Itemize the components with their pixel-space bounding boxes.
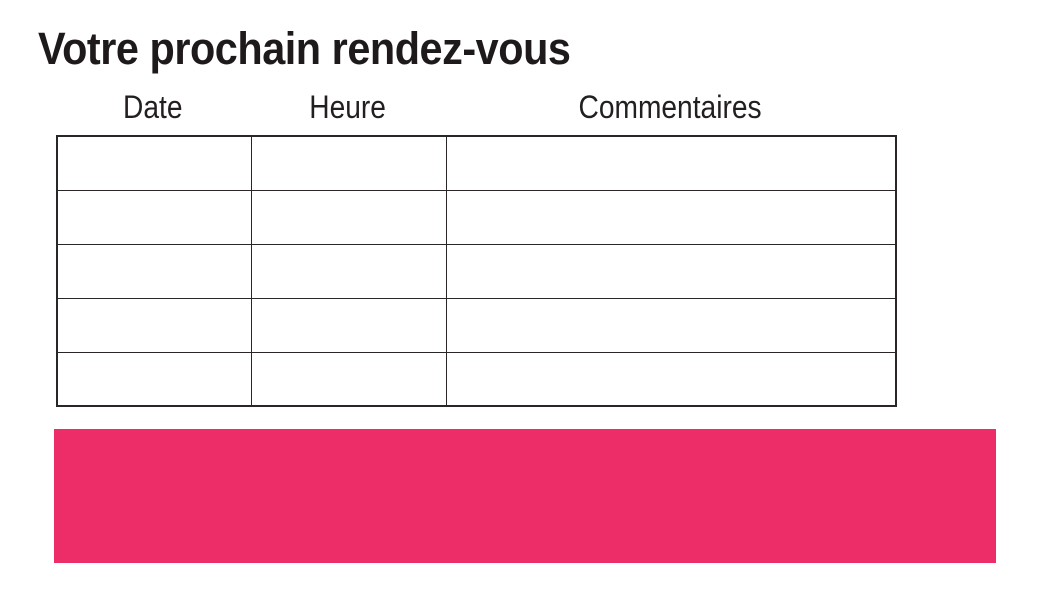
cell-date: [56, 135, 252, 191]
table-row: [56, 135, 897, 191]
cell-commentaires: [445, 297, 897, 353]
table-row: [56, 189, 897, 245]
cell-commentaires: [445, 189, 897, 245]
cell-date: [56, 297, 252, 353]
column-header-heure: Heure: [250, 91, 445, 125]
column-header-commentaires-label: Commentaires: [578, 89, 762, 125]
column-header-date: Date: [56, 91, 250, 125]
cell-date: [56, 189, 252, 245]
table-row: [56, 243, 897, 299]
cell-heure: [250, 189, 447, 245]
cell-heure: [250, 297, 447, 353]
column-header-heure-label: Heure: [309, 89, 386, 125]
table-row: [56, 351, 897, 407]
cell-commentaires: [445, 243, 897, 299]
column-header-commentaires: Commentaires: [445, 91, 895, 125]
cell-commentaires: [445, 135, 897, 191]
table-column-headers: Date Heure Commentaires: [56, 91, 895, 125]
cell-date: [56, 243, 252, 299]
cell-commentaires: [445, 351, 897, 407]
page-title: Votre prochain rendez-vous: [38, 26, 617, 71]
cell-heure: [250, 351, 447, 407]
cell-heure: [250, 243, 447, 299]
cell-heure: [250, 135, 447, 191]
cell-date: [56, 351, 252, 407]
pink-banner: [54, 429, 996, 563]
table-row: [56, 297, 897, 353]
column-header-date-label: Date: [123, 89, 183, 125]
appointments-table: [56, 135, 897, 408]
page-title-text: Votre prochain rendez-vous: [38, 23, 571, 74]
